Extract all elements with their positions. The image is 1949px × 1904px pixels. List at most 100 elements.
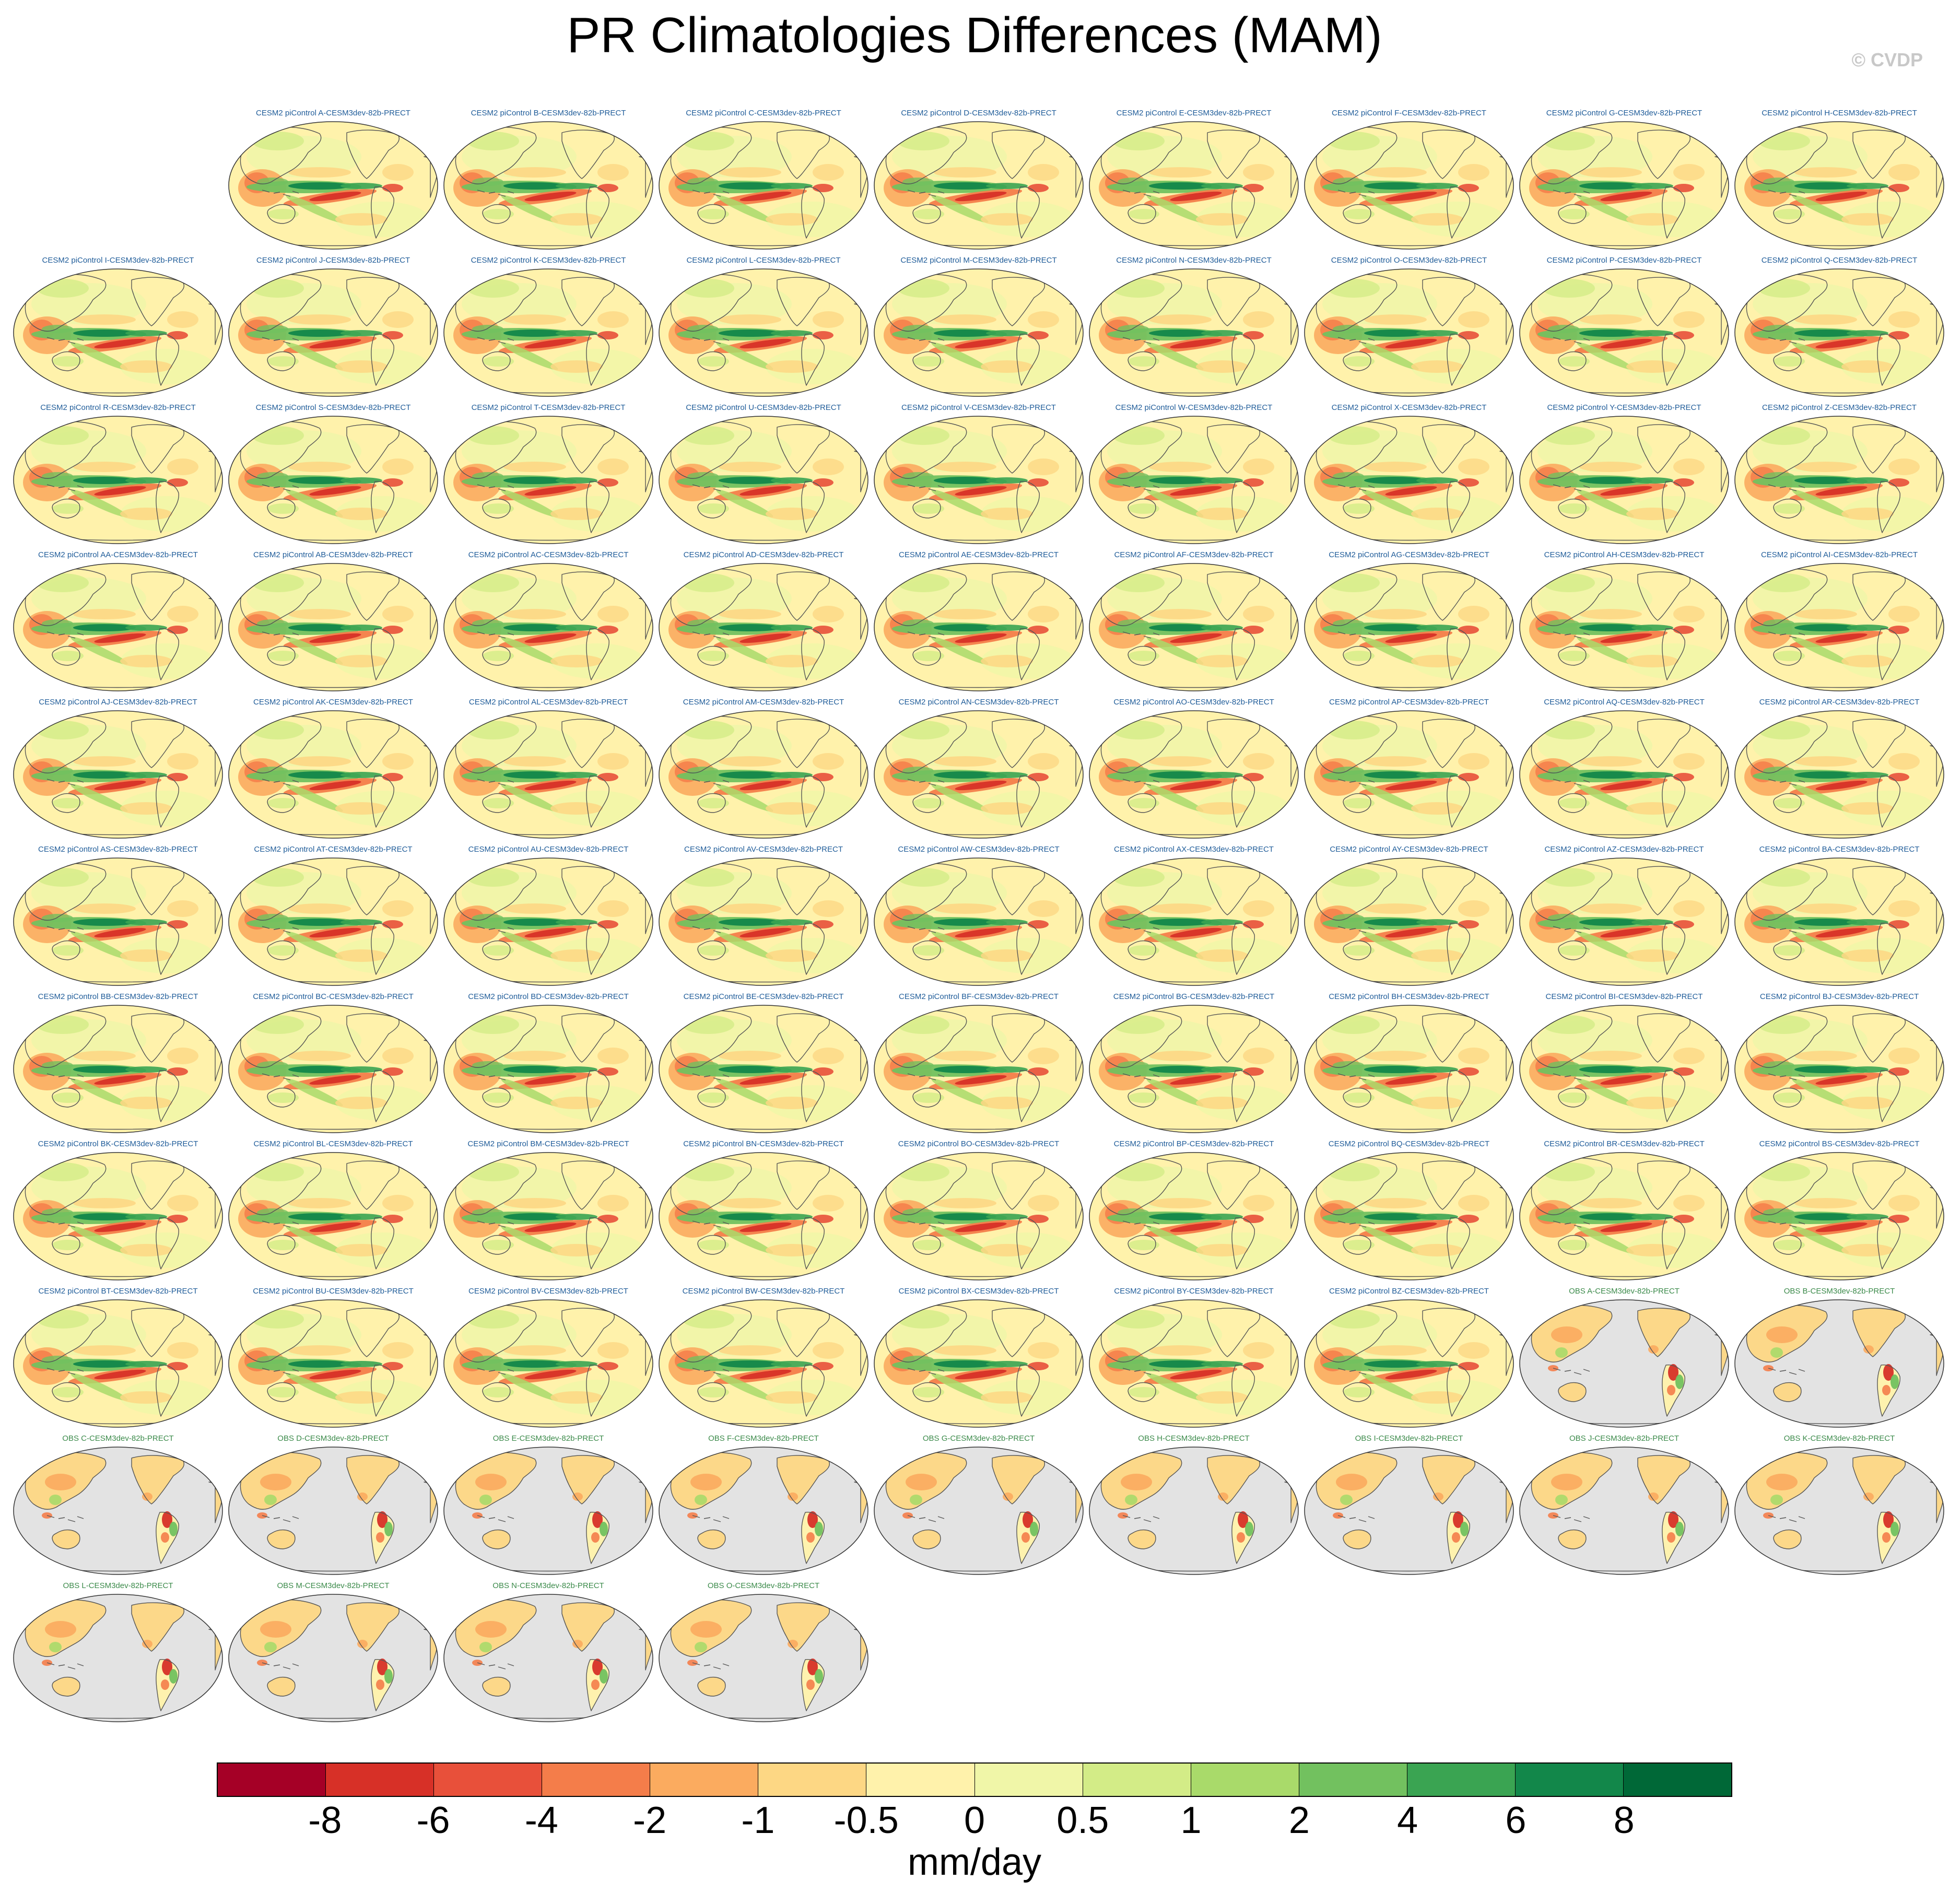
- map-panel: CESM2 piControl B-CESM3dev-82b-PRECT: [441, 109, 656, 251]
- colorbar-tick-label: 1: [1180, 1800, 1202, 1841]
- map-field: [229, 122, 438, 249]
- map-panel: CESM2 piControl AK-CESM3dev-82b-PRECT: [226, 698, 441, 840]
- indonesia-coastline: [1337, 1515, 1375, 1522]
- north-asia-green-patch: [682, 132, 734, 150]
- australia-land-fill: [913, 1530, 941, 1549]
- australia-coastline: [697, 351, 726, 371]
- equatorial-wet-core: [1364, 1360, 1427, 1368]
- north-pacific-orange-band: [1794, 1198, 1857, 1208]
- spcz-wet-streak: [931, 931, 989, 959]
- colorbar-box: [1624, 1764, 1732, 1796]
- south-america-coastline: [1662, 1070, 1685, 1122]
- north-asia-green-patch: [1328, 132, 1380, 150]
- map-svg: [1089, 1447, 1299, 1575]
- north-asia-green-patch: [682, 1015, 734, 1034]
- north-asia-green-patch: [1758, 573, 1810, 592]
- south-indian-green: [267, 945, 299, 956]
- atlantic-itcz-dry: [1458, 1067, 1479, 1076]
- western-wet-patch: [1118, 619, 1149, 628]
- map-border: [659, 1594, 868, 1722]
- map-svg: [443, 857, 653, 986]
- map-field: [444, 122, 653, 249]
- map-border: [443, 268, 653, 397]
- map-field: [229, 711, 438, 838]
- indonesia-coastline: [1122, 631, 1160, 639]
- south-america-orange: [591, 1679, 600, 1690]
- brazil-green-core: [384, 1522, 393, 1536]
- map-border: [1519, 1447, 1729, 1575]
- southeast-asia-green: [910, 1495, 922, 1505]
- western-wet-patch: [257, 325, 288, 333]
- southeast-asia-green: [1770, 1495, 1783, 1505]
- south-pacific-dry-core: [1170, 780, 1222, 791]
- south-america-coastline: [156, 1070, 179, 1122]
- spcz-wet-streak: [716, 1226, 773, 1254]
- indonesia-coastline: [46, 1073, 84, 1080]
- map-border: [1304, 1299, 1514, 1428]
- north-pacific-orange-band: [934, 167, 996, 178]
- map-field: [444, 858, 653, 985]
- north-pacific-orange-band: [934, 609, 996, 619]
- south-east-pacific-orange: [1196, 213, 1248, 226]
- south-pacific-dry-core: [94, 1075, 146, 1085]
- spcz-wet-streak: [1577, 1078, 1634, 1107]
- south-east-pacific-orange: [550, 213, 603, 226]
- brazil-green-core: [600, 1522, 608, 1536]
- southeast-asia-green: [695, 1642, 707, 1652]
- australia-coastline: [697, 1530, 726, 1549]
- east-pacific-wet-band: [1416, 330, 1458, 336]
- north-pacific-orange-band: [1149, 903, 1212, 914]
- east-pacific-wet-band: [1847, 477, 1888, 484]
- australia-land-fill: [267, 1677, 295, 1696]
- north-pacific-orange-band: [934, 462, 996, 472]
- atlantic-itcz-dry: [167, 1067, 188, 1076]
- south-east-pacific-orange: [335, 1391, 388, 1404]
- spcz-wet-streak: [71, 342, 128, 370]
- south-indian-green: [1558, 1240, 1590, 1250]
- map-panel: OBS E-CESM3dev-82b-PRECT: [441, 1434, 656, 1576]
- colorbar-tick-label: 6: [1505, 1800, 1527, 1841]
- map-panel-title: CESM2 piControl BT-CESM3dev-82b-PRECT: [38, 1287, 198, 1296]
- equatorial-wet-core: [1149, 771, 1212, 779]
- map-panel: CESM2 piControl Q-CESM3dev-82b-PRECT: [1732, 256, 1947, 398]
- australia-land-fill: [698, 1677, 725, 1696]
- map-border: [1734, 416, 1944, 544]
- south-america-coastline: [1662, 628, 1685, 680]
- indonesia-coastline: [692, 1073, 730, 1080]
- north-pacific-orange-band: [1364, 167, 1427, 178]
- spcz-wet-streak: [501, 1078, 558, 1107]
- south-east-pacific-orange: [1626, 655, 1678, 667]
- atlantic-itcz-dry: [813, 773, 833, 781]
- north-pacific-orange-band: [288, 609, 351, 619]
- map-border: [1089, 857, 1299, 986]
- map-svg: [228, 1152, 438, 1280]
- equatorial-wet-core: [1149, 330, 1212, 337]
- map-panel-title: CESM2 piControl AL-CESM3dev-82b-PRECT: [468, 698, 628, 707]
- brazil-green-core: [1245, 1522, 1253, 1536]
- north-pacific-orange-band: [503, 903, 566, 914]
- atlantic-itcz-dry: [1458, 1362, 1479, 1370]
- east-pacific-wet-band: [986, 183, 1028, 189]
- north-america-land-fill: [1638, 1455, 1690, 1504]
- atlantic-itcz-dry: [597, 478, 618, 487]
- australia-coastline: [1558, 646, 1587, 666]
- south-indian-green: [1343, 356, 1375, 367]
- east-asia-orange: [1766, 1474, 1798, 1490]
- south-east-pacific-orange: [1626, 1097, 1678, 1109]
- south-america-coastline: [1447, 1365, 1470, 1417]
- map-svg: [13, 268, 223, 397]
- north-pacific-orange-band: [1364, 1051, 1427, 1061]
- map-svg: [1519, 1005, 1729, 1133]
- equatorial-wet-core: [288, 1066, 351, 1073]
- east-pacific-wet-band: [1201, 919, 1243, 925]
- western-wet-patch: [1763, 1208, 1794, 1217]
- map-panel: CESM2 piControl BM-CESM3dev-82b-PRECT: [441, 1139, 656, 1282]
- atlantic-itcz-dry: [1458, 478, 1479, 487]
- east-pacific-wet-band: [1847, 625, 1888, 631]
- map-panel: CESM2 piControl S-CESM3dev-82b-PRECT: [226, 403, 441, 545]
- map-svg: [1519, 416, 1729, 544]
- spcz-wet-streak: [1792, 489, 1849, 518]
- atlantic-itcz-dry: [1243, 920, 1264, 929]
- southeast-asia-green: [479, 1642, 492, 1652]
- map-panel: CESM2 piControl AI-CESM3dev-82b-PRECT: [1732, 550, 1947, 692]
